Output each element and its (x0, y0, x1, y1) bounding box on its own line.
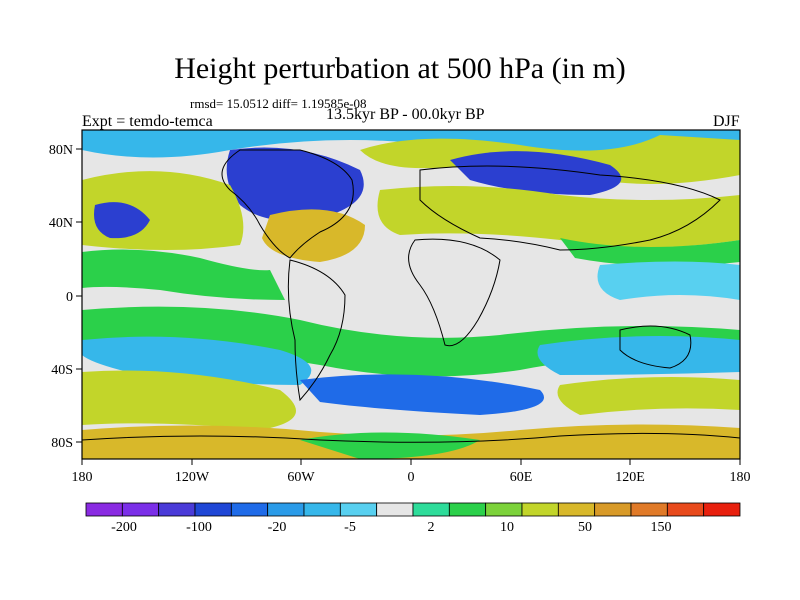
colorbar-swatch (85, 502, 123, 517)
antarctic-green (300, 432, 480, 459)
southern-ocean-high-west (82, 370, 296, 430)
lon-axis: 180 120W 60W 0 60E 120E 180 (72, 459, 751, 485)
south-asia-band (560, 238, 740, 267)
colorbar-swatch (230, 502, 269, 517)
colorbar-swatch (703, 502, 741, 517)
colorbar-label: -200 (111, 520, 137, 535)
colorbar-swatch (267, 502, 305, 517)
colorbar-swatch (666, 502, 705, 517)
colorbar-swatch (303, 502, 341, 517)
south-atlantic-low (300, 374, 544, 415)
lon-label: 120E (615, 470, 645, 485)
lon-label: 60E (510, 470, 533, 485)
lat-label: 40N (49, 216, 73, 231)
colorbar-label: -100 (186, 520, 212, 535)
colorbar-swatch (412, 502, 450, 517)
pacific-low (94, 202, 150, 239)
lat-label: 40S (51, 363, 73, 378)
tropical-pacific-band (82, 249, 285, 300)
colorbar (85, 502, 741, 517)
lon-label: 60W (287, 470, 315, 485)
experiment-label: Expt = temdo-temca (82, 113, 213, 130)
coastlines (82, 149, 740, 443)
contour-field (82, 130, 740, 459)
lon-label: 180 (730, 470, 751, 485)
plot-title: Height perturbation at 500 hPa (in m) (174, 52, 626, 85)
colorbar-label: -5 (344, 520, 356, 535)
lat-label: 0 (66, 290, 73, 305)
lat-label: 80N (49, 143, 73, 158)
colorbar-swatch (557, 502, 596, 517)
colorbar-swatch (376, 502, 414, 517)
colorbar-swatch (121, 502, 160, 517)
colorbar-label: 10 (500, 520, 514, 535)
colorbar-swatch (485, 502, 523, 517)
stats-label: rmsd= 15.0512 diff= 1.19585e-08 (190, 96, 367, 111)
colorbar-label: 2 (428, 520, 435, 535)
lon-label: 0 (408, 470, 415, 485)
colorbar-label: 50 (578, 520, 592, 535)
lon-label: 180 (72, 470, 93, 485)
south-indian-low (537, 336, 740, 375)
colorbar-swatch (594, 502, 632, 517)
southern-ocean-high-east (557, 376, 740, 415)
colorbar-swatch (194, 502, 232, 517)
siberia-low (450, 151, 622, 195)
colorbar-label: -20 (268, 520, 287, 535)
colorbar-swatch (630, 502, 668, 517)
colorbar-swatch (521, 502, 559, 517)
atlantic-high (262, 209, 365, 262)
colorbar-swatch (339, 502, 378, 517)
colorbar-swatch (448, 502, 487, 517)
colorbar-swatch (158, 502, 196, 517)
lat-axis: 80N 40N 0 40S 80S (49, 143, 82, 451)
colorbar-labels: -200 -100 -20 -5 2 10 50 150 (111, 520, 671, 535)
lat-label: 80S (51, 436, 73, 451)
north-america-low (226, 147, 364, 221)
colorbar-label: 150 (651, 520, 672, 535)
lon-label: 120W (175, 470, 210, 485)
west-pacific-band (597, 261, 740, 300)
season-label: DJF (713, 113, 740, 130)
period-label: 13.5kyr BP - 00.0kyr BP (326, 106, 485, 123)
